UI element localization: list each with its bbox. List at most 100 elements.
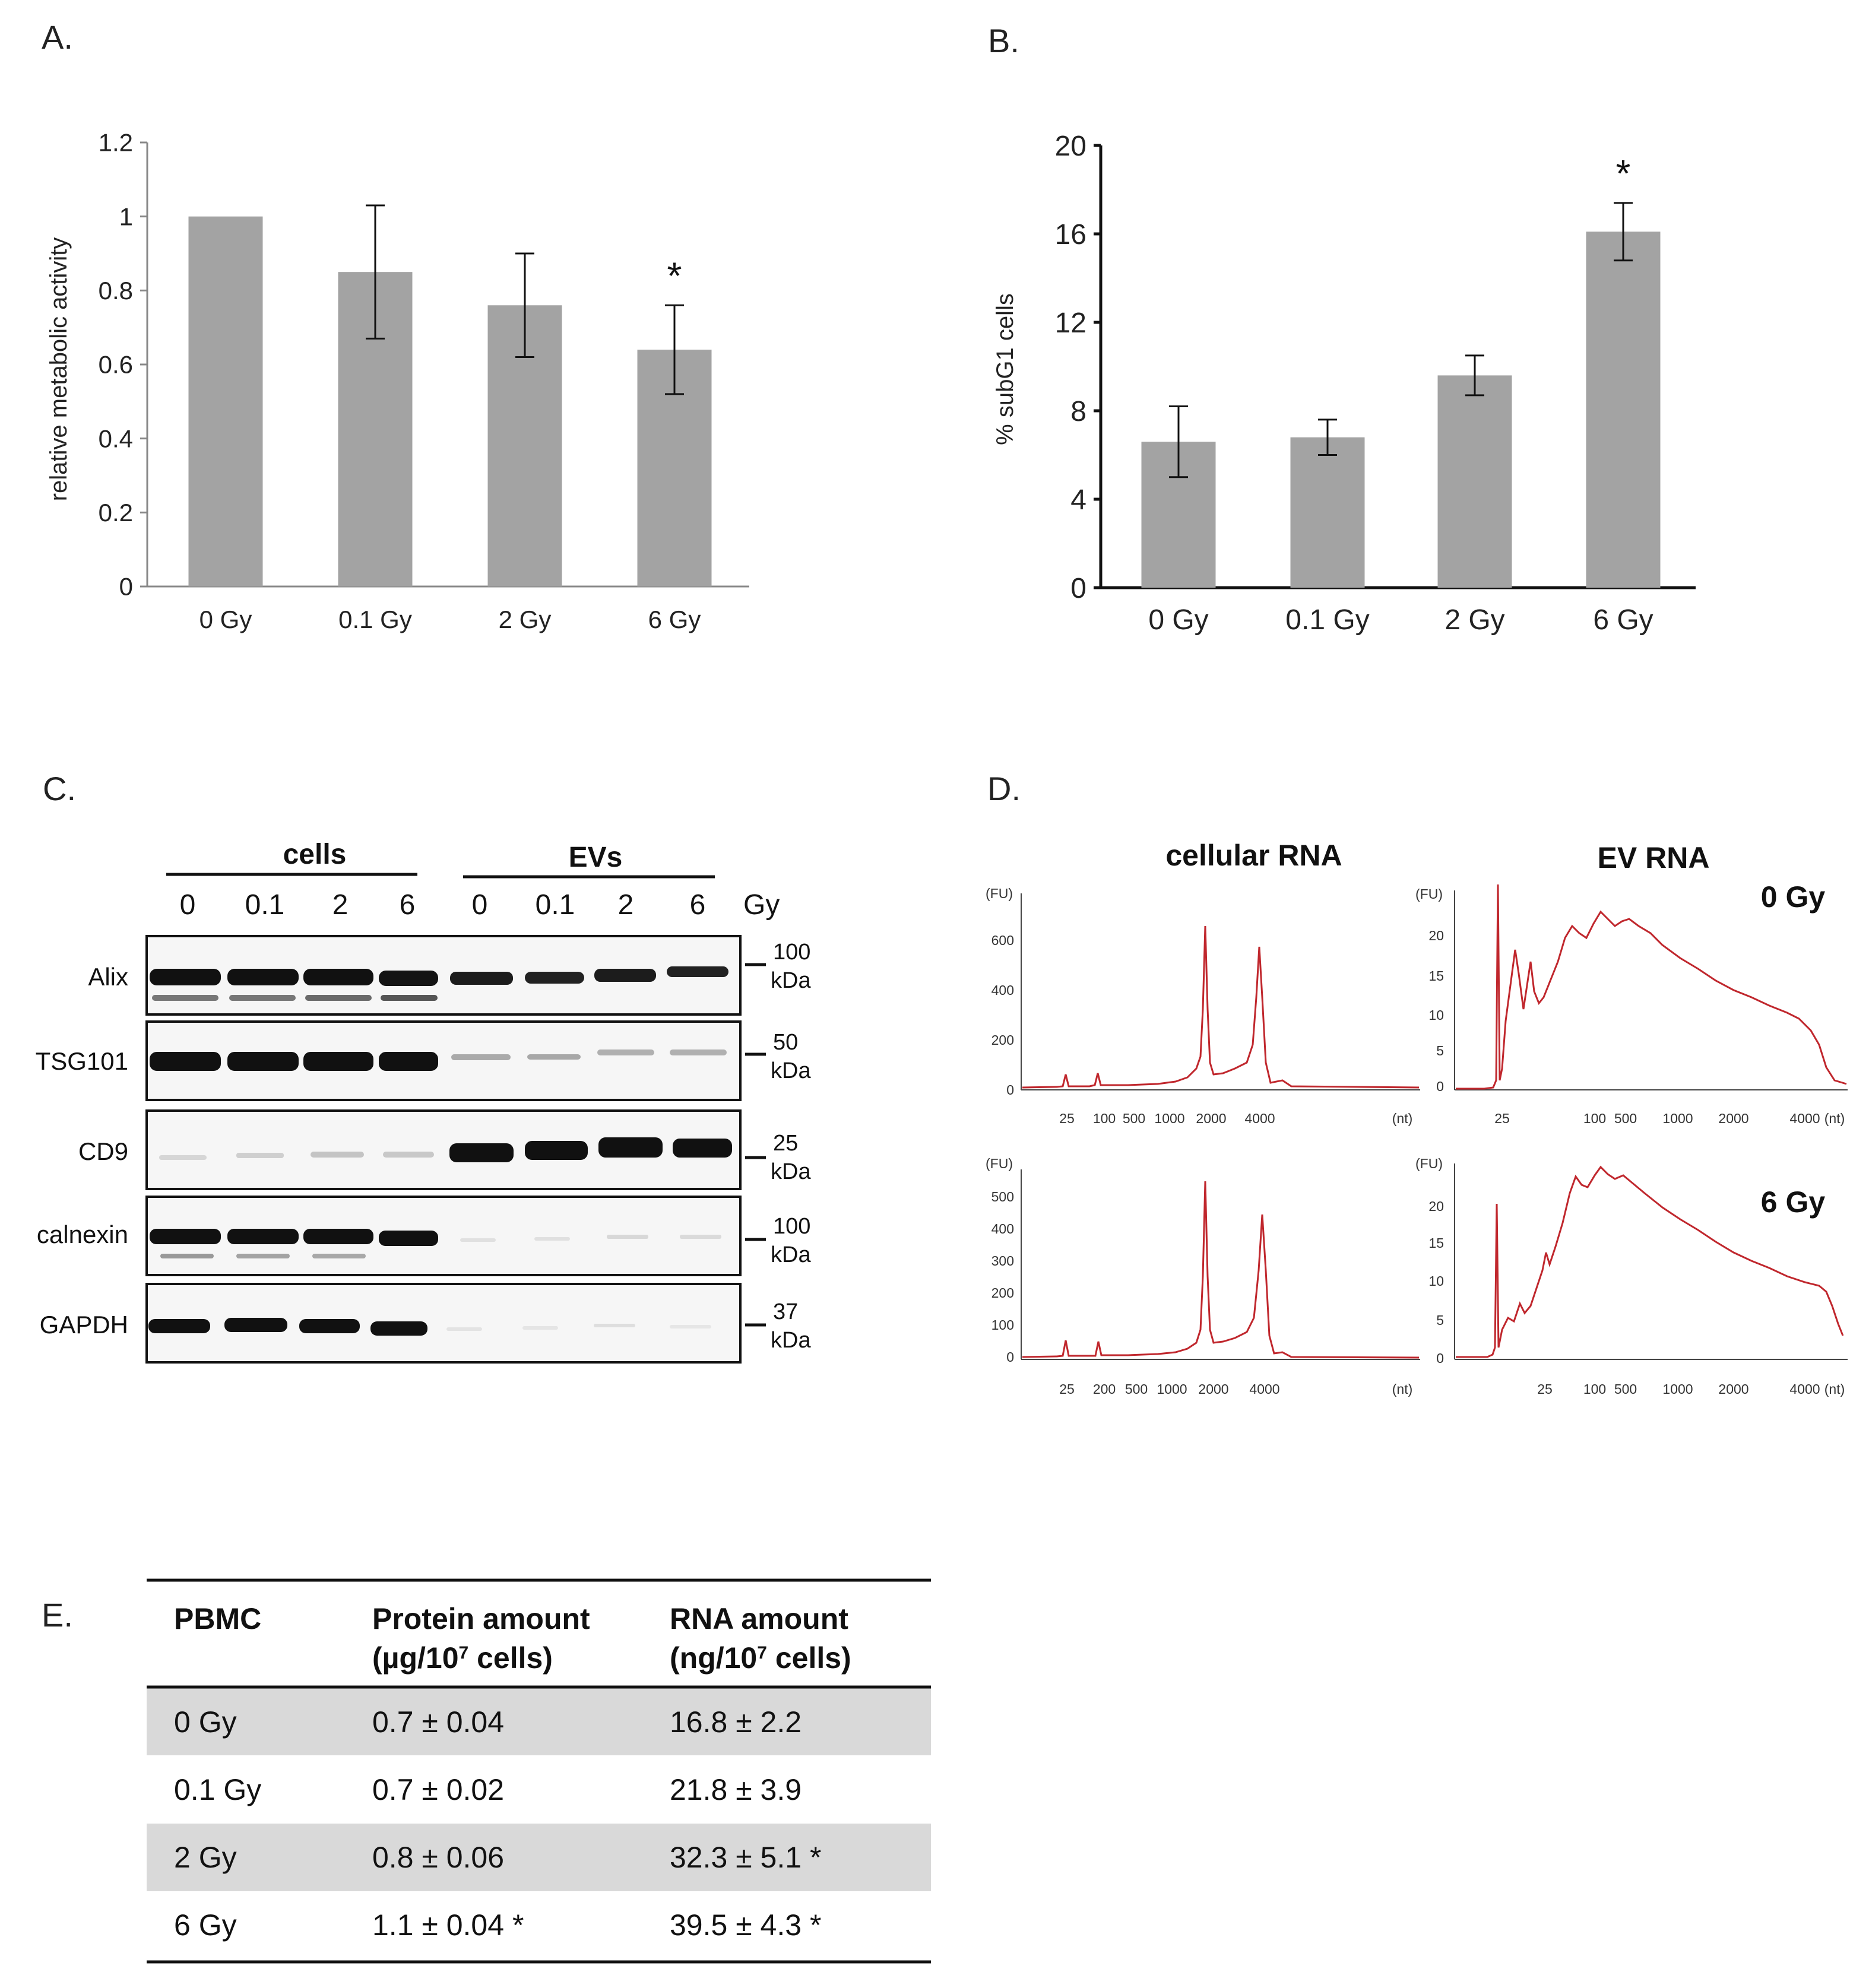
bio-xtick: 2000	[1718, 1381, 1748, 1397]
table-header: Protein amount	[372, 1602, 590, 1635]
mw-value: 50	[773, 1030, 798, 1055]
bio-x-unit: (nt)	[1392, 1381, 1413, 1397]
mw-unit: kDa	[771, 1058, 811, 1083]
chart-b-ytick-label: 0	[1070, 573, 1086, 604]
chart-b-ylabel: % subG1 cells	[992, 293, 1018, 445]
bio-dose-6: 6 Gy	[1761, 1185, 1826, 1219]
table-cell: 39.5 ± 4.3 *	[670, 1908, 821, 1942]
lane-label: 0	[180, 889, 196, 921]
chart-b-category-label: 2 Gy	[1444, 604, 1504, 636]
bands-cd9	[159, 1137, 732, 1162]
bio-y-unit: (FU)	[1415, 886, 1443, 902]
table-cell: 0.7 ± 0.04	[372, 1705, 504, 1739]
bio-ytick: 200	[991, 1032, 1014, 1048]
bio-ytick: 20	[1428, 1198, 1444, 1214]
table-header: PBMC	[174, 1602, 261, 1635]
bio-trace	[1022, 925, 1420, 1089]
bio-plot-ev-0: (FU) 0 5 10 15 20 25 100 500 1000 2000 4…	[1415, 884, 1848, 1126]
bio-xtick: 1000	[1154, 1111, 1184, 1126]
bio-ytick: 100	[991, 1317, 1014, 1333]
chart-a-category-label: 6 Gy	[648, 605, 701, 633]
chart-a-category-label: 0 Gy	[199, 605, 252, 633]
bio-xtick: 4000	[1789, 1111, 1820, 1126]
bioanalyzer: cellular RNA EV RNA 0 Gy 6 Gy (FU) 0 200…	[986, 839, 1848, 1397]
bio-ytick: 300	[991, 1253, 1014, 1269]
chart-a-ytick-label: 0.4	[99, 424, 133, 452]
lane-label: 0.1	[536, 889, 575, 921]
bio-xtick: 500	[1125, 1381, 1148, 1397]
bio-xtick: 1000	[1662, 1111, 1693, 1126]
bio-y-unit: (FU)	[1415, 1156, 1443, 1171]
mw-unit: kDa	[771, 968, 811, 993]
bio-xtick: 1000	[1157, 1381, 1187, 1397]
chart-b-category-label: 0 Gy	[1148, 604, 1208, 636]
group-label-evs: EVs	[569, 842, 623, 873]
bio-plot-cell-6: (FU) 0 100 200 300 400 500 25 200 500 10…	[986, 1156, 1420, 1397]
bio-xtick: 2000	[1718, 1111, 1748, 1126]
western-blot: cells EVs 0 0.1 2 6 0 0.1 2 6 Gy	[36, 839, 811, 1364]
bio-x-unit: (nt)	[1824, 1111, 1845, 1126]
bio-xtick: 1000	[1662, 1381, 1693, 1397]
bio-xtick: 2000	[1198, 1381, 1228, 1397]
bio-xtick: 25	[1059, 1111, 1075, 1126]
bands-gapdh	[148, 1318, 711, 1336]
table-row-shade	[147, 1824, 931, 1891]
lane-label: 6	[690, 889, 706, 921]
mw-value: 25	[773, 1131, 798, 1156]
protein-label-tsg101: TSG101	[36, 1047, 128, 1075]
group-label-cells: cells	[283, 839, 347, 870]
bio-y-unit: (FU)	[986, 886, 1013, 901]
chart-b-ytick-label: 20	[1055, 131, 1086, 162]
bio-ytick: 0	[1006, 1082, 1014, 1098]
chart-b-bar	[1586, 232, 1661, 588]
bio-x-unit: (nt)	[1392, 1111, 1413, 1126]
panel-label-d: D.	[987, 770, 1021, 807]
bio-xtick: 4000	[1249, 1381, 1279, 1397]
mw-value: 100	[773, 940, 810, 965]
chart-a-category-label: 0.1 Gy	[338, 605, 412, 633]
table-header-unit: (µg/107 cells)	[372, 1641, 553, 1675]
protein-label-alix: Alix	[88, 963, 128, 991]
table-cell: 32.3 ± 5.1 *	[670, 1841, 821, 1874]
bio-xtick: 200	[1093, 1381, 1116, 1397]
lane-label: 6	[400, 889, 416, 921]
bio-xtick: 4000	[1789, 1381, 1820, 1397]
table-cell: 0.1 Gy	[174, 1773, 261, 1806]
table-cell: 16.8 ± 2.2	[670, 1705, 802, 1739]
bio-title-ev: EV RNA	[1598, 841, 1710, 874]
bio-ytick: 600	[991, 933, 1014, 948]
chart-b-significance-star: *	[1616, 152, 1631, 195]
bio-ytick: 0	[1436, 1079, 1444, 1094]
bio-title-cellular: cellular RNA	[1165, 839, 1342, 872]
bio-ytick: 10	[1428, 1273, 1444, 1289]
bands-tsg101	[150, 1050, 727, 1071]
protein-label-cd9: CD9	[78, 1137, 128, 1165]
chart-b-category-label: 0.1 Gy	[1285, 604, 1369, 636]
lane-label: 2	[618, 889, 634, 921]
chart-b: 0 4 8 12 16 20 0 Gy 0.1 Gy 2 Gy * 6 Gy	[1055, 131, 1696, 636]
chart-a: 0 0.2 0.4 0.6 0.8 1 1.2 0 Gy 0.1 Gy 2 Gy * 6 Gy	[99, 129, 749, 633]
protein-label-calnexin: calnexin	[37, 1220, 128, 1248]
panel-label-a: A.	[42, 18, 73, 56]
chart-b-ytick-label: 12	[1055, 307, 1086, 339]
table-cell: 21.8 ± 3.9	[670, 1773, 802, 1806]
bio-xtick: 25	[1494, 1111, 1510, 1126]
bio-ytick: 20	[1428, 928, 1444, 943]
bio-ytick: 500	[991, 1189, 1014, 1204]
bio-trace	[1022, 1181, 1420, 1359]
bio-xtick: 100	[1583, 1381, 1606, 1397]
panel-label-e: E.	[42, 1596, 73, 1634]
bio-dose-0: 0 Gy	[1761, 880, 1826, 914]
bio-trace	[1456, 1165, 1844, 1358]
table-row-shade	[147, 1688, 931, 1755]
chart-a-category-label: 2 Gy	[499, 605, 552, 633]
table-cell: 2 Gy	[174, 1841, 237, 1874]
table-cell: 1.1 ± 0.04 *	[372, 1908, 524, 1942]
chart-b-ytick-label: 8	[1070, 396, 1086, 427]
chart-b-bar	[1290, 437, 1365, 588]
table-cell: 6 Gy	[174, 1908, 237, 1942]
bio-ytick: 5	[1436, 1043, 1444, 1058]
bio-xtick: 2000	[1196, 1111, 1226, 1126]
bands-alix	[150, 966, 728, 1001]
bio-xtick: 500	[1123, 1111, 1145, 1126]
